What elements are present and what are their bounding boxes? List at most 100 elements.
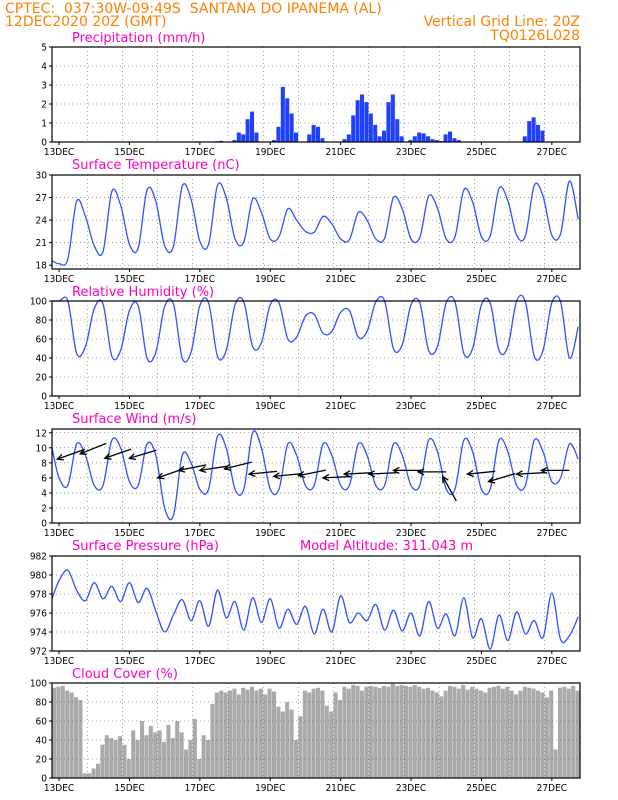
cloud-cover-bar — [113, 740, 118, 778]
cloud-cover-bar — [188, 740, 193, 778]
surface-wind-line — [51, 430, 579, 521]
y-tick-label: 974 — [30, 628, 47, 639]
cloud-cover-bar — [509, 690, 514, 778]
cloud-cover-bar — [122, 744, 127, 778]
wind-arrow — [78, 442, 107, 456]
header-model: TQ0126L028 — [489, 28, 580, 44]
cloud-cover-bar — [360, 690, 365, 778]
precipitation-bar — [430, 139, 435, 142]
y-tick-label: 80 — [36, 316, 48, 327]
cloud-cover-bar — [496, 685, 501, 778]
precipitation-bar — [536, 124, 541, 142]
y-tick-label: 10 — [36, 443, 48, 454]
wind-arrow — [128, 449, 157, 461]
x-tick-label: 23DEC — [396, 656, 426, 667]
y-tick-label: 980 — [30, 571, 47, 582]
x-tick-label: 21DEC — [325, 656, 355, 667]
cloud-cover-bar — [78, 700, 83, 778]
precipitation-bar — [351, 115, 356, 142]
cloud-cover-bar — [316, 687, 321, 778]
cloud-cover-bar — [302, 690, 307, 778]
precipitation-bar — [452, 138, 457, 142]
x-tick-label: 13DEC — [44, 274, 74, 285]
cloud-cover-bar — [452, 686, 457, 778]
cloud-cover-bar — [404, 685, 409, 778]
precipitation-title: Precipitation (mm/h) — [72, 31, 205, 46]
precipitation-bar — [280, 86, 285, 142]
x-tick-label: 15DEC — [114, 401, 144, 412]
y-tick-label: 60 — [36, 717, 48, 728]
precipitation-bar — [386, 102, 391, 142]
cloud-cover-bar — [522, 686, 527, 778]
x-tick-label: 19DEC — [255, 274, 285, 285]
x-tick-label: 13DEC — [44, 401, 74, 412]
cloud-cover-bar — [544, 697, 549, 778]
precipitation-bar — [417, 132, 422, 142]
x-tick-label: 17DEC — [185, 528, 215, 539]
y-tick-label: 27 — [36, 193, 47, 204]
cloud-cover-bar — [390, 683, 395, 778]
x-tick-label: 25DEC — [466, 528, 496, 539]
wind-arrow — [321, 474, 352, 482]
header-location: CPTEC: 037:30W-09:49S SANTANA DO IPANEMA… — [5, 1, 382, 17]
x-tick-label: 25DEC — [466, 401, 496, 412]
cloud-cover-bar — [126, 759, 131, 778]
wind-arrow — [177, 464, 207, 473]
x-tick-label: 23DEC — [396, 147, 426, 158]
y-tick-label: 1 — [41, 119, 47, 130]
y-tick-label: 100 — [30, 679, 47, 690]
y-tick-label: 20 — [36, 373, 48, 384]
precipitation-bar — [316, 126, 321, 142]
precipitation-bar — [382, 130, 387, 142]
x-tick-label: 15DEC — [114, 147, 144, 158]
wind-arrow — [272, 472, 302, 480]
cloud-cover-bar — [140, 721, 145, 778]
cloud-cover-bar — [448, 685, 453, 778]
cloud-cover-bar — [280, 711, 285, 778]
cloud-cover-bar — [562, 686, 567, 778]
precipitation-bar — [434, 140, 439, 142]
y-tick-label: 12 — [36, 428, 47, 439]
cloud-cover-bar — [201, 735, 206, 778]
x-tick-label: 21DEC — [325, 783, 355, 794]
cloud-cover-bar — [439, 696, 444, 778]
relative-humidity-title: Relative Humidity (%) — [72, 285, 214, 300]
cloud-cover-bar — [184, 749, 189, 778]
panel-frame — [51, 555, 581, 652]
panel-frame — [51, 174, 581, 270]
precipitation-bar — [355, 100, 360, 142]
cloud-cover-bar — [505, 686, 510, 778]
x-tick-label: 13DEC — [44, 656, 74, 667]
cloud-cover-bar — [443, 690, 448, 778]
x-tick-label: 13DEC — [44, 528, 74, 539]
cloud-cover-bar — [170, 738, 175, 778]
precipitation-bar — [250, 111, 255, 142]
cloud-cover-bar — [118, 736, 123, 778]
cloud-cover-bar — [52, 687, 57, 778]
cloud-cover-bar — [478, 690, 483, 778]
wind-arrow — [198, 465, 228, 474]
cloud-cover-bar — [333, 692, 338, 778]
cloud-cover-bar — [258, 688, 263, 778]
wind-arrow — [515, 470, 545, 478]
cloud-cover-bar — [531, 688, 536, 778]
cloud-cover-bar — [153, 732, 158, 778]
cloud-cover-bar — [131, 730, 136, 778]
cloud-cover-bar — [368, 685, 373, 778]
cloud-cover-bar — [417, 686, 422, 778]
surface-temperature-panel: 18 21 24 27 30 13DEC 15DEC 17DEC 19DEC 21DEC 23DEC… — [36, 158, 581, 285]
cloud-cover-bar — [236, 694, 241, 778]
cloud-cover-bar — [395, 685, 400, 778]
x-tick-label: 19DEC — [255, 528, 285, 539]
header-init-time: 12DEC2020 20Z (GMT) — [5, 14, 167, 30]
precipitation-bar — [276, 126, 281, 142]
surface-pressure-line — [51, 569, 579, 650]
cloud-cover-bar — [320, 690, 325, 778]
y-tick-label: 5 — [41, 43, 47, 54]
cloud-cover-bar — [109, 738, 114, 778]
cloud-cover-bar — [346, 688, 351, 778]
precipitation-bar — [245, 119, 250, 142]
y-tick-label: 60 — [36, 335, 48, 346]
relative-humidity-panel: 0 20 40 60 80 100 13DEC 15DEC 17DEC 19DEC 21DEC 23D… — [30, 285, 581, 412]
